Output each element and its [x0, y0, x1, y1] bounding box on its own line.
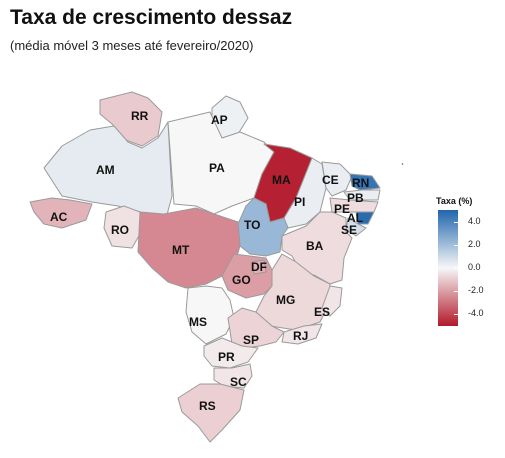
state-label-mt: MT — [172, 243, 190, 257]
state-label-ap: AP — [211, 113, 228, 127]
state-label-rn: RN — [352, 176, 369, 190]
state-label-ro: RO — [111, 223, 129, 237]
color-legend: Taxa (%) 4.0 2.0 0.0 -2.0 -4.0 — [432, 196, 502, 336]
state-al — [355, 211, 375, 225]
state-label-df: DF — [251, 260, 267, 274]
state-ac — [29, 197, 93, 229]
state-label-pb: PB — [347, 191, 364, 205]
state-label-ce: CE — [322, 173, 339, 187]
map-speck — [401, 162, 404, 166]
state-rn — [349, 173, 381, 191]
state-label-pe: PE — [334, 202, 350, 216]
state-label-rs: RS — [199, 399, 216, 413]
state-mg — [255, 253, 331, 331]
legend-color-bar — [438, 210, 458, 326]
state-label-ba: BA — [306, 239, 324, 253]
state-label-sp: SP — [243, 333, 259, 347]
legend-tick-label: 0.0 — [468, 262, 481, 272]
legend-tick-mark — [454, 314, 458, 316]
state-label-se: SE — [341, 223, 357, 237]
state-df — [251, 259, 267, 275]
legend-tick-label: 4.0 — [468, 215, 481, 226]
state-am — [43, 121, 173, 227]
legend-tick-label: -2.0 — [468, 285, 484, 296]
legend-tick-label: -4.0 — [468, 308, 484, 319]
state-label-pr: PR — [218, 350, 235, 364]
state-label-go: GO — [232, 273, 251, 287]
state-label-ms: MS — [189, 315, 207, 329]
legend-tick-label: 2.0 — [468, 238, 481, 249]
state-es — [321, 285, 343, 317]
legend-title: Taxa (%) — [436, 196, 473, 206]
state-pb — [343, 189, 381, 201]
legend-tick-mark — [454, 291, 458, 293]
state-label-es: ES — [314, 305, 330, 319]
state-label-am: AM — [96, 163, 115, 177]
legend-tick-mark — [454, 244, 458, 246]
state-label-ma: MA — [272, 173, 291, 187]
state-ro — [103, 205, 141, 249]
state-label-to: TO — [244, 218, 260, 232]
state-rs — [177, 383, 245, 443]
map-subtitle: (média móvel 3 meses até fevereiro/2020) — [10, 38, 254, 53]
state-ce — [321, 161, 353, 197]
state-label-pi: PI — [294, 195, 305, 209]
state-label-ac: AC — [50, 210, 68, 224]
legend-tick-mark — [454, 221, 458, 223]
state-label-pa: PA — [209, 161, 225, 175]
state-label-rj: RJ — [293, 329, 308, 343]
state-label-sc: SC — [230, 375, 247, 389]
state-label-rr: RR — [131, 109, 149, 123]
state-rj — [281, 323, 323, 345]
state-rr — [99, 91, 163, 147]
legend-tick-mark — [454, 268, 458, 269]
state-pr — [203, 337, 259, 369]
state-sc — [213, 363, 253, 389]
state-label-al: AL — [347, 211, 363, 225]
state-label-mg: MG — [276, 293, 295, 307]
map-title: Taxa de crescimento dessaz — [10, 6, 293, 29]
